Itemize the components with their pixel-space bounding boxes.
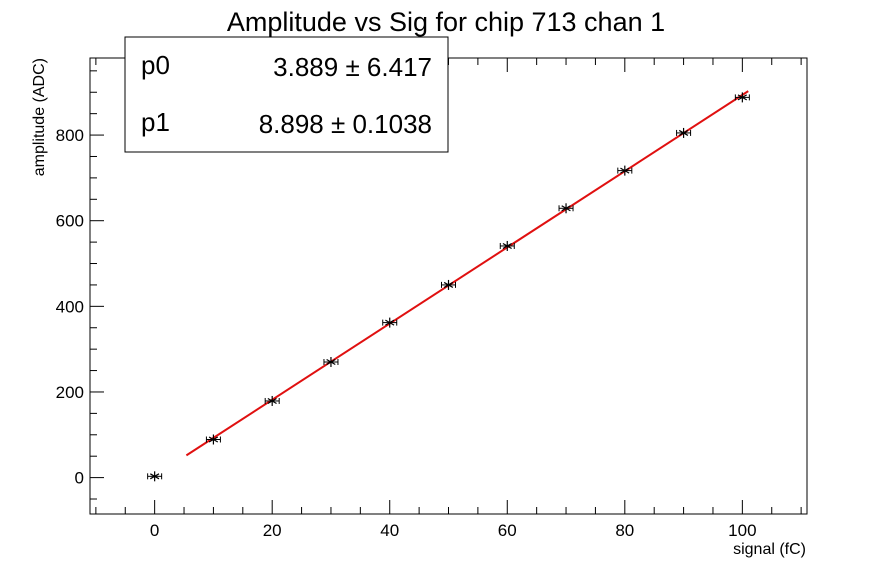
y-tick-label: 200 bbox=[56, 383, 84, 402]
data-point bbox=[558, 203, 574, 214]
x-tick-label: 80 bbox=[615, 521, 634, 540]
data-point bbox=[734, 92, 750, 103]
data-point bbox=[205, 434, 221, 445]
fit-line bbox=[185, 90, 749, 457]
star-marker-stroke bbox=[267, 397, 277, 404]
data-point bbox=[323, 357, 339, 367]
x-tick-label: 40 bbox=[380, 521, 399, 540]
y-axis-ticks bbox=[90, 70, 104, 500]
y-axis-title: amplitude (ADC) bbox=[31, 58, 48, 176]
x-tick-label: 100 bbox=[728, 521, 756, 540]
star-marker-stroke bbox=[502, 242, 512, 249]
y-tick-label: 600 bbox=[56, 212, 84, 231]
x-tick-label: 60 bbox=[498, 521, 517, 540]
data-point bbox=[382, 317, 398, 328]
data-point bbox=[441, 279, 456, 290]
star-marker-stroke bbox=[737, 94, 748, 101]
data-point bbox=[147, 471, 163, 482]
stats-p0-value: 3.889 ± 6.417 bbox=[273, 52, 432, 82]
data-point bbox=[617, 165, 633, 176]
star-marker-stroke bbox=[620, 167, 630, 174]
star-marker-stroke bbox=[326, 358, 336, 366]
y-tick-label: 800 bbox=[56, 126, 84, 145]
star-marker-stroke bbox=[385, 319, 395, 326]
star-marker-stroke bbox=[149, 473, 160, 480]
star-marker-stroke bbox=[678, 129, 689, 136]
stats-p1-name: p1 bbox=[141, 107, 170, 137]
data-points-layer bbox=[147, 92, 750, 482]
star-marker-stroke bbox=[561, 205, 571, 212]
data-point bbox=[264, 395, 280, 406]
y-tick-label: 400 bbox=[56, 297, 84, 316]
fit-line-layer bbox=[185, 90, 749, 457]
y-axis-tick-labels: 0 200 400 600 800 bbox=[56, 126, 84, 488]
chart-title: Amplitude vs Sig for chip 713 chan 1 bbox=[227, 7, 665, 37]
stats-box-frame bbox=[124, 36, 449, 153]
x-tick-label: 0 bbox=[150, 521, 159, 540]
stats-p1-value: 8.898 ± 0.1038 bbox=[259, 109, 432, 139]
data-point bbox=[499, 240, 515, 251]
x-tick-label: 20 bbox=[263, 521, 282, 540]
x-axis-title: signal (fC) bbox=[733, 541, 806, 558]
x-axis-tick-labels: 0 20 40 60 80 100 bbox=[150, 521, 757, 540]
y-tick-label: 0 bbox=[75, 469, 84, 488]
star-marker-stroke bbox=[443, 281, 454, 288]
star-marker-stroke bbox=[208, 436, 219, 443]
stats-p0-name: p0 bbox=[141, 50, 170, 80]
stats-box: p0 3.889 ± 6.417 p1 8.898 ± 0.1038 bbox=[124, 36, 449, 153]
data-point bbox=[676, 127, 692, 138]
